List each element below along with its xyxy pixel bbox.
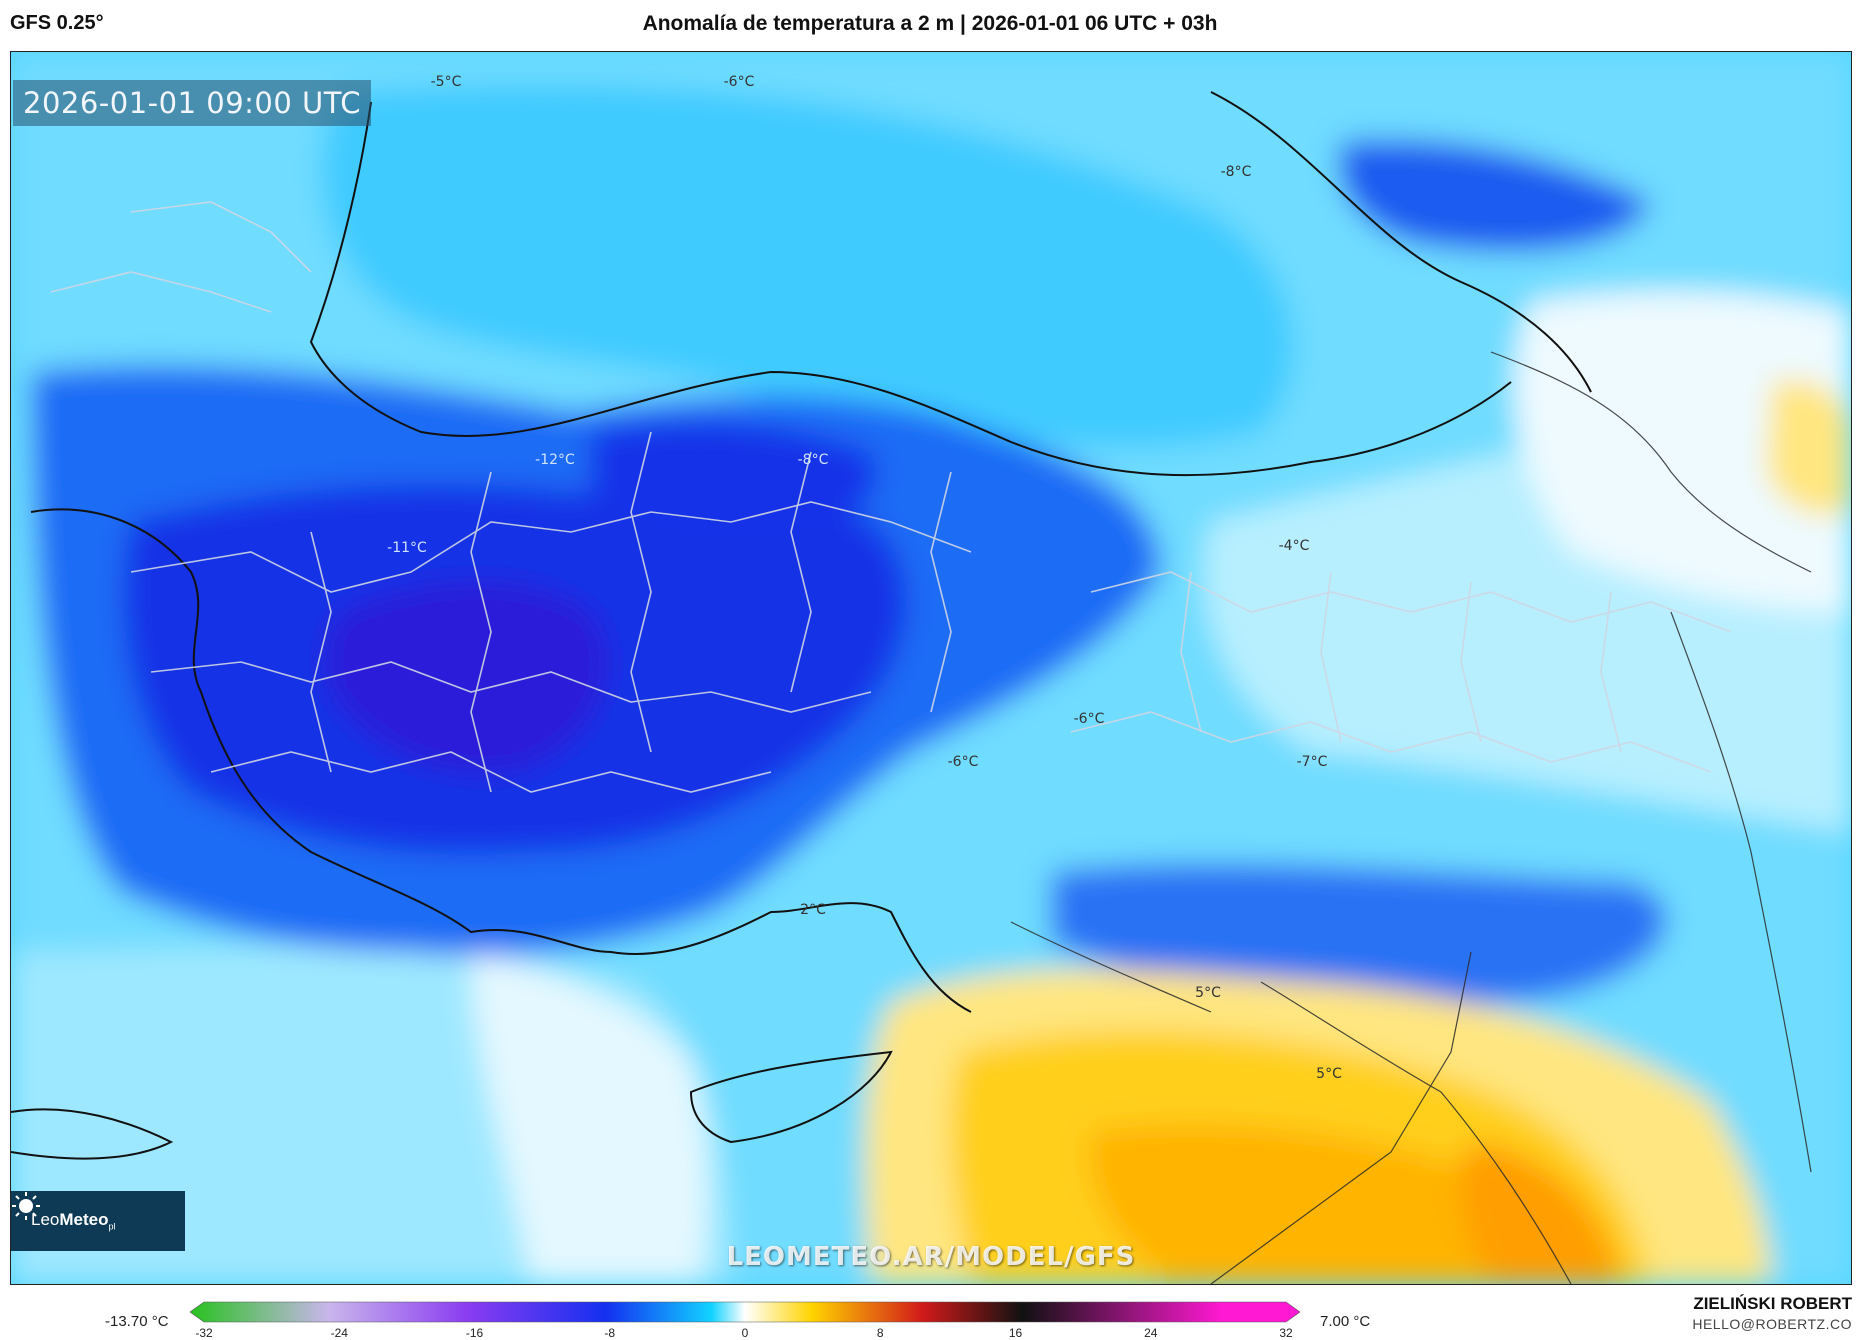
temperature-label: 5°C xyxy=(1195,985,1221,1001)
colorbar-tick-label: -8 xyxy=(604,1326,616,1340)
map-title: Anomalía de temperatura a 2 m | 2026-01-… xyxy=(642,12,1218,35)
logo-text: LeoMeteopl xyxy=(31,1210,116,1232)
colorbar-max-value: 7.00 °C xyxy=(1320,1313,1371,1330)
temperature-label: -8°C xyxy=(797,452,829,468)
temperature-label: -6°C xyxy=(947,754,979,770)
leometeo-logo[interactable]: LeoMeteopl xyxy=(11,1191,185,1251)
provincial-borders xyxy=(50,201,1732,793)
temperature-label: -6°C xyxy=(723,74,755,90)
temperature-label: -8°C xyxy=(1220,164,1252,180)
watermark: LEOMETEO.AR/MODEL/GFS xyxy=(726,1242,1136,1272)
valid-time-label: 2026-01-01 09:00 UTC xyxy=(13,80,372,126)
colorbar-tick-label: 0 xyxy=(741,1326,749,1340)
colorbar xyxy=(190,1301,1300,1323)
colorbar-tick-label: 16 xyxy=(1008,1326,1023,1340)
colorbar-tick-label: 24 xyxy=(1144,1326,1158,1340)
borders xyxy=(1010,351,1812,1284)
temperature-label: 5°C xyxy=(1316,1066,1342,1082)
temperature-label: -7°C xyxy=(1296,754,1328,770)
temperature-label: -6°C xyxy=(1073,711,1105,727)
header: GFS 0.25° Anomalía de temperatura a 2 m … xyxy=(0,0,1860,50)
map-canvas xyxy=(11,52,1851,1284)
temperature-label: -11°C xyxy=(387,540,427,556)
colorbar-tick-label: -32 xyxy=(195,1326,213,1340)
author-name: ZIELIŃSKI ROBERT xyxy=(1693,1294,1852,1313)
footer: -13.70 °C -32 -24 -16 -8 0 8 16 24 32 7.00 °C ZI… xyxy=(0,1286,1860,1340)
author-email[interactable]: HELLO@ROBERTZ.CO xyxy=(1692,1316,1852,1332)
temperature-label: -5°C xyxy=(430,74,462,90)
colorbar-tick-label: 32 xyxy=(1279,1326,1293,1340)
colorbar-min-value: -13.70 °C xyxy=(105,1313,169,1330)
temperature-label: -4°C xyxy=(1278,538,1310,554)
model-label: GFS 0.25° xyxy=(10,12,104,34)
temperature-label: 2°C xyxy=(800,902,826,918)
temperature-label: -12°C xyxy=(535,452,575,468)
colorbar-tick-label: -16 xyxy=(465,1326,484,1340)
anomaly-field xyxy=(11,52,1851,1284)
coastlines xyxy=(11,91,1592,1160)
colorbar-tick-label: 8 xyxy=(876,1326,884,1340)
colorbar-tick-label: -24 xyxy=(330,1326,348,1340)
temperature-anomaly-map[interactable]: 2026-01-01 09:00 UTC -5°C -6°C -8°C -12°C -8… xyxy=(10,51,1852,1285)
